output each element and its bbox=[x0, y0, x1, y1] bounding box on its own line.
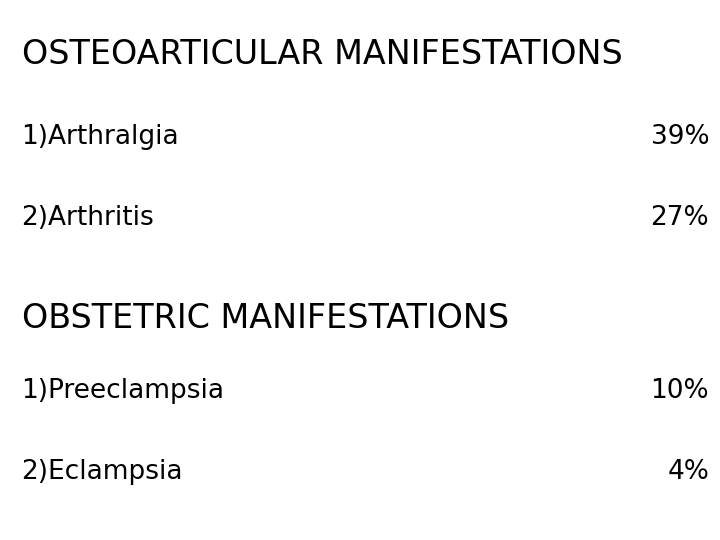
Text: 27%: 27% bbox=[651, 205, 709, 231]
Text: 4%: 4% bbox=[667, 459, 709, 485]
Text: 2)Arthritis: 2)Arthritis bbox=[22, 205, 154, 231]
Text: OBSTETRIC MANIFESTATIONS: OBSTETRIC MANIFESTATIONS bbox=[22, 302, 509, 335]
Text: OSTEOARTICULAR MANIFESTATIONS: OSTEOARTICULAR MANIFESTATIONS bbox=[22, 38, 622, 71]
Text: 2)Eclampsia: 2)Eclampsia bbox=[22, 459, 183, 485]
Text: 1)Arthralgia: 1)Arthralgia bbox=[22, 124, 179, 150]
Text: 39%: 39% bbox=[651, 124, 709, 150]
Text: 10%: 10% bbox=[651, 378, 709, 404]
Text: 1)Preeclampsia: 1)Preeclampsia bbox=[22, 378, 225, 404]
